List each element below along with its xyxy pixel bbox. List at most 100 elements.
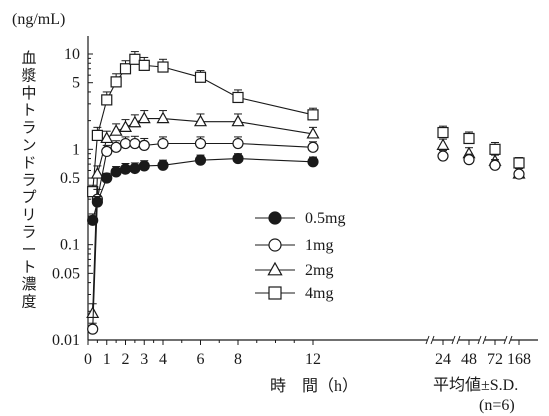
legend-label: 4mg [305, 285, 333, 302]
data-point [489, 159, 501, 171]
y-axis-title-char: ラ [21, 121, 36, 137]
axis-break-gap [505, 335, 511, 345]
legend-label: 0.5mg [305, 210, 345, 227]
data-point [307, 156, 319, 168]
y-tick-label: 10 [64, 46, 80, 63]
data-point [101, 145, 113, 158]
legend-item-2mg: 2mg [255, 261, 333, 279]
axis-break-mark [477, 335, 482, 345]
series-2mg [86, 110, 526, 319]
data-point [231, 114, 245, 127]
y-axis-title-char: ー [21, 242, 36, 258]
data-point [307, 109, 319, 121]
y-axis-title-char: リ [21, 208, 36, 224]
data-point [109, 124, 123, 136]
axis-break-mark [430, 335, 435, 345]
x-ticks: 0 1 2 3 4 6 8 12 24 48 72 168 [84, 340, 531, 368]
data-point [268, 211, 282, 225]
data-point [463, 154, 475, 166]
axis-break-mark [482, 335, 487, 345]
y-axis-title-char: ン [21, 138, 36, 154]
y-ticks: 0.01 0.05 0.1 0.5 1 5 10 [52, 46, 93, 349]
data-point [90, 166, 104, 179]
data-point [100, 131, 114, 144]
data-point [119, 163, 132, 175]
data-point [129, 137, 141, 150]
y-tick-label: 5 [72, 75, 80, 92]
y-axis-title-char: ト [21, 103, 36, 119]
x-tick-label: 168 [507, 351, 531, 368]
data-point [436, 138, 450, 150]
x-tick-label: 2 [122, 351, 130, 368]
axis-break-mark [425, 335, 430, 345]
data-point [513, 168, 525, 180]
x-axis-title: 時 間（h） [270, 377, 358, 395]
data-point [128, 115, 142, 128]
axis-break-mark [451, 335, 456, 345]
footnote-n: (n=6) [479, 397, 515, 414]
data-point [267, 261, 283, 276]
x-tick-label: 1 [103, 351, 111, 368]
x-tick-label: 48 [461, 351, 477, 368]
y-axis-title-char: 濃 [21, 276, 36, 293]
data-point [87, 214, 99, 226]
legend-label: 1mg [305, 237, 333, 254]
y-tick-label: 0.05 [52, 265, 80, 282]
data-point [268, 286, 282, 300]
data-point [513, 157, 525, 169]
y-tick-label: 0.1 [60, 237, 80, 254]
data-point [101, 172, 113, 184]
data-point [194, 137, 207, 150]
legend-item-1mg: 1mg [255, 237, 333, 254]
data-point [110, 141, 122, 153]
data-point [489, 143, 501, 155]
data-point [463, 132, 475, 145]
x-tick-label: 0 [84, 351, 92, 368]
data-point [119, 137, 132, 150]
x-tick-label: 6 [197, 351, 205, 368]
series-4mg [87, 51, 525, 198]
x-tick-label: 8 [234, 351, 242, 368]
y-axis-title-char: 血 [21, 50, 36, 67]
data-point [232, 152, 244, 165]
data-point [156, 111, 170, 124]
data-point [307, 141, 319, 153]
data-point [87, 323, 99, 335]
y-tick-label: 0.5 [60, 170, 80, 187]
data-point [157, 159, 169, 171]
data-point [194, 154, 207, 166]
y-axis-title-char: プ [21, 189, 36, 206]
data-point [118, 120, 133, 132]
legend-item-4mg: 4mg [255, 285, 333, 302]
x-tick-label: 24 [435, 351, 451, 368]
data-point [193, 114, 208, 127]
data-point [110, 166, 122, 178]
data-point [101, 94, 113, 106]
y-unit-label: (ng/mL) [12, 11, 65, 28]
data-point [129, 53, 141, 65]
x-tick-label: 4 [159, 351, 167, 368]
axis-break-mark [503, 335, 508, 345]
data-point [110, 76, 122, 88]
data-point [91, 129, 103, 142]
y-axis-title-char: ド [21, 155, 36, 171]
y-axis-title-char: ラ [21, 225, 36, 241]
axis-break-gap [453, 335, 459, 345]
x-tick-label: 3 [140, 351, 148, 368]
axis-break-gap [479, 335, 485, 345]
data-point [268, 238, 282, 252]
data-point [129, 162, 141, 175]
data-point [119, 63, 132, 75]
data-point [194, 71, 207, 83]
axis-break-gap [427, 335, 433, 345]
x-tick-label: 12 [305, 351, 321, 368]
data-point [437, 126, 449, 139]
data-point [137, 111, 151, 124]
series-1mg [87, 135, 525, 335]
y-axis-title-char: 度 [21, 294, 36, 311]
data-point [437, 150, 449, 162]
y-axis-title-char: 漿 [21, 67, 36, 84]
data-point [157, 137, 169, 150]
